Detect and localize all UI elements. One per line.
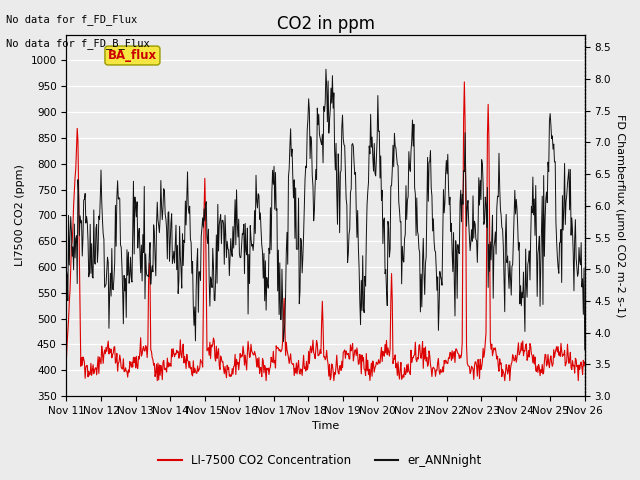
Text: No data for f_FD_B_Flux: No data for f_FD_B_Flux	[6, 38, 150, 49]
Legend: LI-7500 CO2 Concentration, er_ANNnight: LI-7500 CO2 Concentration, er_ANNnight	[153, 449, 487, 472]
Y-axis label: LI7500 CO2 (ppm): LI7500 CO2 (ppm)	[15, 165, 25, 266]
Title: CO2 in ppm: CO2 in ppm	[276, 15, 374, 33]
Y-axis label: FD Chamberflux (μmol CO2 m-2 s-1): FD Chamberflux (μmol CO2 m-2 s-1)	[615, 114, 625, 317]
Text: BA_flux: BA_flux	[108, 49, 157, 62]
X-axis label: Time: Time	[312, 421, 339, 432]
Text: No data for f_FD_Flux: No data for f_FD_Flux	[6, 14, 138, 25]
